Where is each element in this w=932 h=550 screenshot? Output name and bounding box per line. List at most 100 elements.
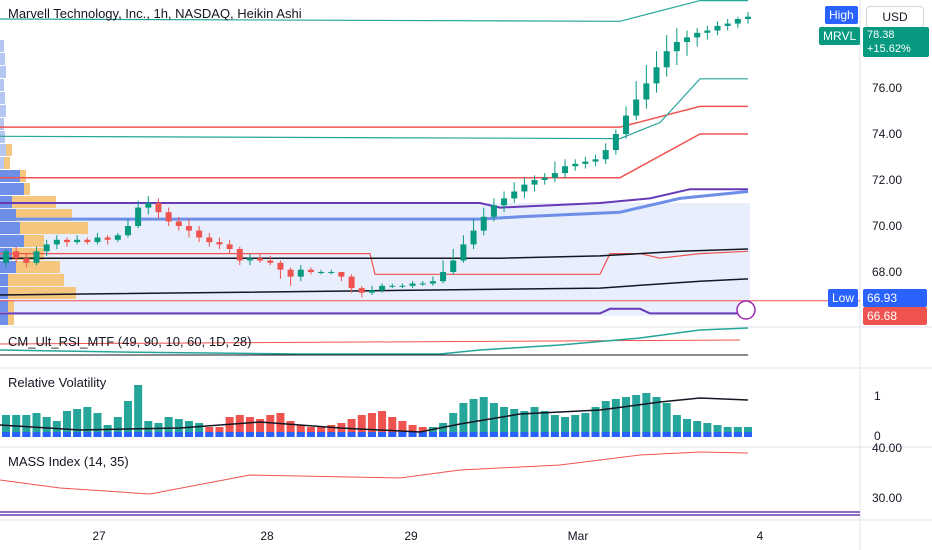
volatility-base-bar [235,432,244,437]
volatility-bar [642,393,651,437]
volatility-base-bar [611,432,620,437]
candle-body [155,203,162,213]
candle-body [633,99,640,116]
volatility-base-bar [561,432,570,437]
volatility-base-bar [276,432,285,437]
currency-selector[interactable]: USD [866,6,924,28]
volume-profile-bar [0,274,8,286]
volume-profile-bar [0,300,8,312]
candle-body [490,205,497,217]
volatility-bar [571,415,580,437]
blue-band-line [0,190,749,221]
volume-profile-bar [0,131,5,143]
candle-body [643,83,650,100]
symbol-badge: MRVL [819,27,861,45]
volatility-base-bar [642,432,651,437]
volatility-base-bar [154,432,163,437]
volatility-bar [113,417,122,437]
volatility-base-bar [693,432,702,437]
volatility-average-line [0,397,749,433]
volatility-base-bar [622,432,631,437]
volatility-base-bar [266,432,275,437]
candle-body [480,216,487,231]
volatility-base-bar [632,432,641,437]
candle-body [450,260,457,272]
volatility-base-bar [733,432,742,437]
volume-profile-bar [0,105,6,117]
low-badge: Low [828,289,859,307]
volatility-bar [123,401,132,437]
candle-body [694,32,701,38]
x-tick-label: 28 [260,529,274,543]
candle-body [135,207,142,226]
candle-body [734,19,741,24]
volatility-base-bar [591,432,600,437]
candle-body [287,269,294,277]
volatility-base-bar [205,432,214,437]
candle-body [13,251,20,259]
volatility-base-bar [367,432,376,437]
purple-upper-line [0,188,748,209]
volume-profile-bar [0,222,20,234]
high-badge: High [825,6,858,24]
red-upper-line [0,105,748,128]
candle-body [541,177,548,180]
volatility-bar [550,415,559,437]
candle-body [582,161,589,164]
volatility-base-bar [123,432,132,437]
volatility-bar [83,407,92,437]
volatility-base-bar [459,432,468,437]
candle-body [216,242,223,245]
volatility-base-bar [439,432,448,437]
volatility-bar [398,421,407,437]
volatility-bar [601,401,610,437]
low-value: 66.93 [863,289,927,307]
volatility-base-bar [134,432,143,437]
candle-body [389,285,396,287]
candle-body [663,51,670,68]
candle-body [328,272,335,273]
candle-body [236,249,243,261]
candle-body [592,159,599,162]
volume-profile-bar [0,183,24,195]
candle-body [470,230,477,245]
candle-body [74,239,81,243]
candle-body [501,198,508,206]
volatility-base-bar [510,432,519,437]
mass-tick-label: 30.00 [872,491,903,505]
volatility-base-bar [652,432,661,437]
volatility-bar [93,413,102,437]
volume-profile-bar [0,92,5,104]
candle-body [63,239,70,243]
volatility-bar [622,397,631,437]
red-step-line [0,250,749,275]
candle-body [277,262,284,270]
volume-profile-bar [0,53,5,65]
volatility-base-bar [388,432,397,437]
mass-tick-label: 40.00 [872,441,903,455]
volume-profile-bar [6,144,12,156]
volume-profile-bar [8,313,14,325]
candle-body [114,235,121,240]
volatility-bar [32,413,41,437]
candle-body [185,226,192,231]
volatility-base-bar [520,432,529,437]
volatility-bar [662,403,671,437]
volatility-base-bar [398,432,407,437]
volume-profile-bar [8,300,14,312]
candle-body [206,237,213,243]
volatility-base-bar [327,432,336,437]
upper-envelope [0,0,748,22]
volatility-bar [367,413,376,437]
candle-body [623,115,630,134]
volatility-bar [439,423,448,437]
candle-body [145,203,152,208]
volatility-bar [266,415,275,437]
volume-profile-bar [20,222,88,234]
volatility-bar [510,409,519,437]
candle-body [653,67,660,84]
candle-body [572,163,579,167]
volatility-base-bar [113,432,122,437]
candle-body [358,288,365,293]
